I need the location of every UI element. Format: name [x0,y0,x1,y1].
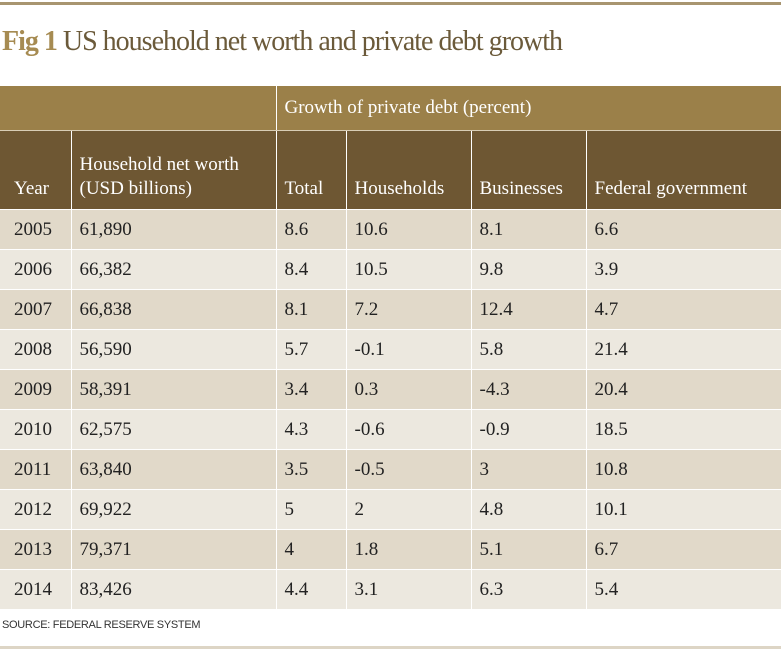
cell-households: 0.3 [345,369,471,410]
cell-federal: 4.7 [585,289,781,330]
table-row: 2009 58,391 3.4 0.3 -4.3 20.4 [0,369,781,410]
cell-net-worth: 61,890 [70,209,276,250]
cell-households: 2 [345,489,471,530]
cell-net-worth: 66,382 [70,249,276,290]
cell-year: 2010 [0,409,71,450]
cell-total: 5.7 [275,329,346,370]
cell-year: 2013 [0,529,71,570]
cell-federal: 6.6 [585,209,781,250]
cell-net-worth: 62,575 [70,409,276,450]
table-row: 2012 69,922 5 2 4.8 10.1 [0,489,781,530]
cell-businesses: 5.1 [470,529,586,570]
cell-total: 8.4 [275,249,346,290]
title-text: US household net worth and private debt … [62,26,563,57]
cell-federal: 10.8 [585,449,781,490]
cell-net-worth: 58,391 [70,369,276,410]
bottom-rule [0,646,781,649]
group-header-row: Growth of private debt (percent) [0,86,781,131]
cell-households: -0.1 [345,329,471,370]
data-table: Growth of private debt (percent) Year Ho… [0,86,781,609]
table-row: 2006 66,382 8.4 10.5 9.8 3.9 [0,249,781,290]
cell-federal: 6.7 [585,529,781,570]
cell-businesses: 9.8 [470,249,586,290]
col-header-total: Total [275,130,346,210]
cell-federal: 18.5 [585,409,781,450]
top-rule [0,2,781,5]
cell-households: 7.2 [345,289,471,330]
table-row: 2007 66,838 8.1 7.2 12.4 4.7 [0,289,781,330]
cell-net-worth: 79,371 [70,529,276,570]
cell-net-worth: 56,590 [70,329,276,370]
table-row: 2014 83,426 4.4 3.1 6.3 5.4 [0,569,781,609]
source-note: SOURCE: FEDERAL RESERVE SYSTEM [2,619,201,631]
cell-total: 4.3 [275,409,346,450]
table-row: 2005 61,890 8.6 10.6 8.1 6.6 [0,209,781,250]
cell-businesses: 6.3 [470,569,586,609]
cell-net-worth: 83,426 [70,569,276,609]
cell-year: 2006 [0,249,71,290]
cell-total: 8.1 [275,289,346,330]
cell-year: 2014 [0,569,71,609]
cell-businesses: 3 [470,449,586,490]
cell-year: 2011 [0,449,71,490]
col-header-federal: Federal government [585,130,781,210]
cell-total: 3.4 [275,369,346,410]
cell-total: 8.6 [275,209,346,250]
cell-households: -0.6 [345,409,471,450]
cell-net-worth: 63,840 [70,449,276,490]
table-row: 2013 79,371 4 1.8 5.1 6.7 [0,529,781,570]
cell-total: 4 [275,529,346,570]
cell-federal: 20.4 [585,369,781,410]
col-header-year: Year [0,130,71,210]
column-header-row: Year Household net worth (USD billions) T… [0,130,781,210]
cell-households: 10.6 [345,209,471,250]
cell-businesses: -0.9 [470,409,586,450]
cell-businesses: 8.1 [470,209,586,250]
group-header: Growth of private debt (percent) [275,86,781,131]
table-row: 2011 63,840 3.5 -0.5 3 10.8 [0,449,781,490]
cell-year: 2005 [0,209,71,250]
cell-total: 5 [275,489,346,530]
col-header-households: Households [345,130,471,210]
cell-federal: 21.4 [585,329,781,370]
cell-net-worth: 66,838 [70,289,276,330]
net-worth-label-2: (USD billions) [79,178,192,199]
cell-households: 10.5 [345,249,471,290]
cell-households: 3.1 [345,569,471,609]
cell-businesses: -4.3 [470,369,586,410]
cell-federal: 5.4 [585,569,781,609]
cell-net-worth: 69,922 [70,489,276,530]
cell-businesses: 4.8 [470,489,586,530]
col-header-businesses: Businesses [470,130,586,210]
cell-total: 3.5 [275,449,346,490]
col-header-net-worth: Household net worth (USD billions) [70,130,276,210]
cell-households: -0.5 [345,449,471,490]
cell-federal: 10.1 [585,489,781,530]
table-row: 2010 62,575 4.3 -0.6 -0.9 18.5 [0,409,781,450]
cell-businesses: 12.4 [470,289,586,330]
blank-header [0,86,276,131]
cell-year: 2012 [0,489,71,530]
cell-year: 2007 [0,289,71,330]
cell-businesses: 5.8 [470,329,586,370]
cell-households: 1.8 [345,529,471,570]
cell-year: 2008 [0,329,71,370]
table-row: 2008 56,590 5.7 -0.1 5.8 21.4 [0,329,781,370]
cell-year: 2009 [0,369,71,410]
figure-title: Fig 1 US household net worth and private … [2,26,563,58]
net-worth-label-1: Household net worth [79,154,239,175]
cell-total: 4.4 [275,569,346,609]
figure-number: Fig 1 [2,26,58,57]
cell-federal: 3.9 [585,249,781,290]
